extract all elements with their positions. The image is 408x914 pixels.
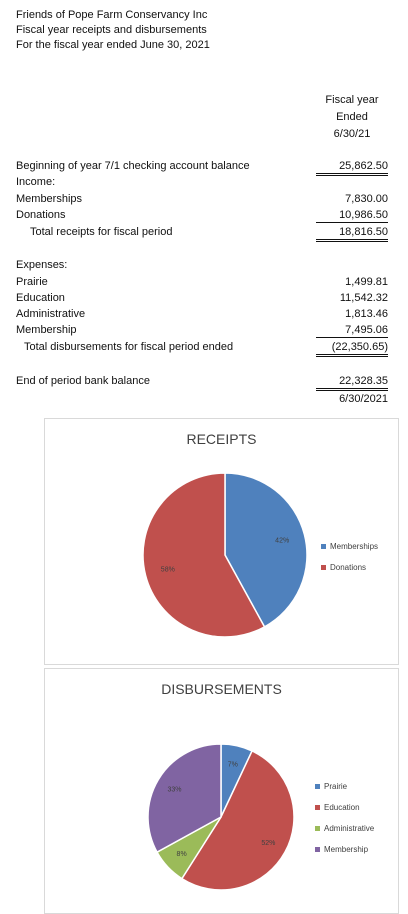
legend-item-education: Education — [315, 803, 374, 812]
education-value: 11,542.32 — [339, 292, 388, 304]
prairie-label: Prairie — [16, 276, 48, 288]
org-name: Friends of Pope Farm Conservancy Inc — [16, 9, 208, 21]
total-receipts-label: Total receipts for fiscal period — [30, 226, 173, 238]
education-label: Education — [16, 292, 65, 304]
memberships-label: Memberships — [16, 193, 83, 205]
disbursements-pie: 7% 52% 8% 33% — [147, 743, 295, 891]
receipts-chart: RECEIPTS 42% 58% Memberships Donations — [44, 418, 399, 665]
legend-item-administrative: Administrative — [315, 824, 374, 833]
beginning-balance-label: Beginning of year 7/1 checking account b… — [16, 160, 250, 172]
legend-label: Membership — [324, 845, 369, 854]
legend-label: Education — [324, 803, 360, 812]
pie-slice-education — [180, 749, 295, 891]
pie-label-administrative: 8% — [177, 851, 187, 858]
legend-label: Memberships — [330, 542, 379, 551]
legend-swatch — [315, 847, 320, 852]
legend-label: Donations — [330, 563, 367, 572]
pie-label-membership: 33% — [167, 787, 181, 794]
pie-slice-donations — [142, 472, 266, 638]
pie-slice-memberships — [224, 472, 308, 628]
legend-swatch — [315, 826, 320, 831]
memberships-value: 7,830.00 — [345, 193, 388, 205]
income-label: Income: — [16, 176, 56, 188]
donations-value: 10,986.50 — [316, 208, 388, 223]
pie-label-education: 52% — [261, 840, 275, 847]
end-balance-date: 6/30/2021 — [339, 393, 388, 405]
end-balance-label: End of period bank balance — [16, 375, 150, 387]
pie-label-prairie: 7% — [228, 761, 238, 768]
pie-slice-membership — [147, 743, 222, 854]
membership-label: Membership — [16, 324, 77, 336]
pie-label-donations: 58% — [161, 567, 175, 574]
disbursements-chart: DISBURSEMENTS 7% 52% 8% 33% Prairie Educatio… — [44, 668, 399, 914]
legend-item-donations: Donations — [321, 563, 378, 572]
administrative-label: Administrative — [16, 308, 86, 320]
receipts-pie: 42% 58% — [142, 472, 308, 638]
legend-item-membership: Membership — [315, 845, 374, 854]
total-disbursements-value: (22,350.65) — [316, 340, 388, 357]
prairie-value: 1,499.81 — [345, 276, 388, 288]
legend-swatch — [315, 784, 320, 789]
receipts-legend: Memberships Donations — [321, 542, 378, 584]
pie-label-memberships: 42% — [275, 537, 289, 544]
legend-label: Administrative — [324, 824, 375, 833]
column-header: Fiscal year Ended 6/30/21 — [316, 92, 388, 143]
legend-swatch — [321, 565, 326, 570]
expenses-label: Expenses: — [16, 259, 68, 271]
column-header-line2: Ended — [336, 111, 368, 123]
legend-item-prairie: Prairie — [315, 782, 374, 791]
end-balance-value: 22,328.35 — [316, 374, 388, 391]
column-header-line3: 6/30/21 — [333, 128, 371, 140]
disbursements-legend: Prairie Education Administrative Membership — [315, 782, 374, 866]
total-disbursements-label: Total disbursements for fiscal period en… — [24, 341, 234, 353]
disbursements-chart-title: DISBURSEMENTS — [161, 681, 282, 697]
legend-item-memberships: Memberships — [321, 542, 378, 551]
legend-swatch — [321, 544, 326, 549]
report-period: For the fiscal year ended June 30, 2021 — [16, 39, 210, 51]
administrative-value: 1,813.46 — [345, 308, 388, 320]
total-receipts-value: 18,816.50 — [316, 225, 388, 242]
legend-swatch — [315, 805, 320, 810]
membership-value: 7,495.06 — [316, 323, 388, 338]
legend-label: Prairie — [324, 782, 348, 791]
report-subtitle: Fiscal year receipts and disbursements — [16, 24, 207, 36]
beginning-balance-value: 25,862.50 — [316, 159, 388, 176]
receipts-chart-title: RECEIPTS — [186, 431, 257, 447]
column-header-line1: Fiscal year — [325, 94, 379, 106]
donations-label: Donations — [16, 209, 66, 221]
